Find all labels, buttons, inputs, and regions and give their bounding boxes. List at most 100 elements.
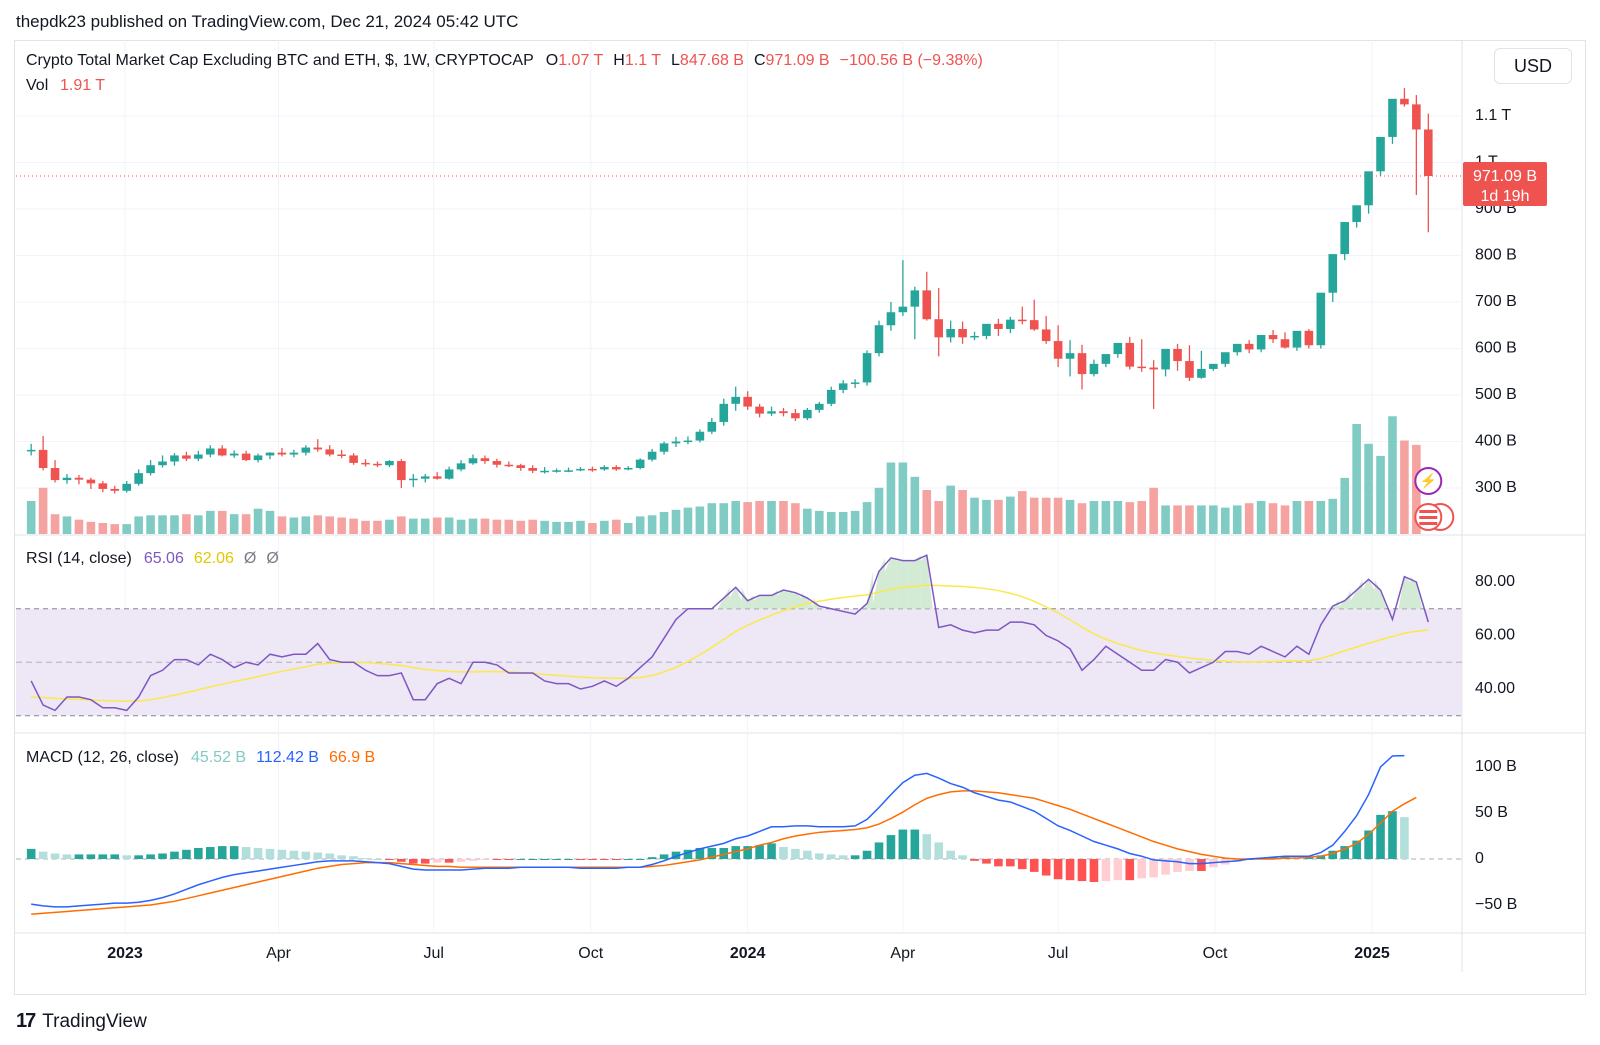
macd-histogram-bar bbox=[26, 848, 36, 859]
price-tick-label: 800 B bbox=[1475, 247, 1517, 264]
candle-body bbox=[623, 468, 633, 470]
rsi-overbought-fill bbox=[884, 557, 897, 609]
candle-body bbox=[397, 461, 406, 481]
macd-histogram-bar bbox=[1352, 840, 1361, 859]
candle-body bbox=[26, 449, 36, 452]
volume-bar bbox=[86, 521, 96, 534]
macd-histogram-bar bbox=[552, 859, 561, 860]
candle-body bbox=[385, 461, 394, 466]
macd-histogram-bar bbox=[62, 854, 72, 859]
currency-button[interactable]: USD bbox=[1494, 48, 1572, 84]
macd-histogram-bar bbox=[743, 846, 752, 859]
volume-bar bbox=[373, 520, 382, 534]
macd-histogram-bar bbox=[432, 859, 442, 863]
macd-histogram-bar bbox=[74, 854, 84, 859]
macd-histogram-bar bbox=[1101, 859, 1111, 882]
macd-histogram-bar bbox=[1089, 859, 1099, 882]
candle-body bbox=[719, 403, 729, 422]
volume-bar bbox=[1400, 440, 1409, 534]
candle-body bbox=[1197, 368, 1206, 378]
macd-histogram-bar bbox=[791, 848, 800, 859]
macd-histogram-bar bbox=[898, 829, 908, 859]
volume-bar bbox=[1173, 505, 1182, 534]
volume-bar bbox=[456, 519, 466, 534]
candle-body bbox=[74, 477, 84, 480]
macd-histogram-bar bbox=[707, 847, 717, 859]
candle-body bbox=[205, 448, 215, 455]
macd-histogram-bar bbox=[576, 859, 585, 860]
candle-body bbox=[1220, 352, 1230, 364]
volume-bar bbox=[420, 518, 430, 534]
time-tick-label: Jul bbox=[1048, 945, 1068, 962]
volume-bar bbox=[576, 520, 585, 534]
candle-body bbox=[874, 325, 884, 354]
macd-histogram-bar bbox=[767, 843, 776, 859]
volume-bar bbox=[62, 516, 72, 534]
candle-body bbox=[170, 455, 179, 462]
volume-bar bbox=[600, 520, 609, 534]
volume-bar bbox=[349, 518, 358, 534]
candle-body bbox=[313, 447, 323, 450]
macd-histogram-bar bbox=[361, 858, 370, 860]
candle-body bbox=[1161, 348, 1170, 370]
volume-bar bbox=[480, 518, 490, 534]
rsi-tick-label: 80.00 bbox=[1475, 573, 1515, 590]
candle-body bbox=[1232, 343, 1242, 353]
volume-bar bbox=[1053, 497, 1063, 534]
candle-body bbox=[1125, 342, 1135, 367]
price-tick-label: 1.1 T bbox=[1475, 107, 1511, 124]
macd-histogram-bar bbox=[814, 853, 824, 859]
rsi-overbought-fill bbox=[873, 557, 885, 609]
candle-body bbox=[1244, 343, 1254, 350]
high-key: H bbox=[613, 52, 625, 69]
candle-body bbox=[229, 453, 239, 456]
macd-histogram-bar bbox=[946, 850, 955, 859]
volume-bar bbox=[134, 516, 143, 534]
macd-histogram-bar bbox=[456, 859, 466, 862]
rsi-overbought-fill bbox=[861, 571, 874, 609]
macd-histogram-bar bbox=[385, 859, 394, 860]
volume-bar bbox=[779, 501, 788, 534]
candle-body bbox=[468, 458, 478, 464]
volume-bar bbox=[182, 514, 191, 534]
candle-body bbox=[946, 328, 955, 338]
candle-body bbox=[791, 413, 800, 419]
macd-histogram-bar bbox=[1137, 859, 1147, 879]
rsi-tick-label: 60.00 bbox=[1475, 627, 1515, 644]
volume-bar bbox=[1220, 507, 1230, 534]
candle-body bbox=[62, 477, 72, 481]
volume-bar bbox=[922, 490, 932, 534]
candle-body bbox=[1101, 354, 1111, 364]
rsi-overbought-fill bbox=[1362, 579, 1375, 609]
candle-body bbox=[1077, 353, 1087, 375]
volume-bar bbox=[492, 519, 502, 534]
macd-histogram-bar bbox=[922, 834, 932, 859]
candle-body bbox=[767, 411, 776, 414]
volume-bar bbox=[504, 519, 514, 534]
macd-histogram-bar bbox=[1125, 859, 1135, 881]
candle-body bbox=[755, 406, 764, 414]
tradingview-footer[interactable]: 17 TradingView bbox=[16, 1010, 147, 1033]
macd-histogram-bar bbox=[755, 845, 764, 859]
macd-histogram-bar bbox=[1077, 859, 1087, 882]
candle-body bbox=[1053, 341, 1063, 359]
candle-body bbox=[1292, 330, 1302, 348]
volume-bar bbox=[337, 517, 346, 534]
volume-bar bbox=[791, 503, 800, 534]
rsi-value: 65.06 bbox=[144, 550, 184, 567]
candle-body bbox=[838, 383, 848, 390]
volume-bar bbox=[38, 487, 48, 534]
volume-bar bbox=[265, 510, 275, 534]
macd-title: MACD (12, 26, close) bbox=[26, 749, 179, 766]
macd-hist-value: 45.52 B bbox=[191, 749, 246, 766]
macd-histogram-bar bbox=[874, 842, 884, 859]
volume-bar bbox=[170, 515, 179, 534]
candle-body bbox=[779, 411, 788, 414]
candle-body bbox=[1029, 320, 1039, 330]
macd-histogram-bar bbox=[492, 859, 502, 860]
macd-histogram-bar bbox=[719, 847, 729, 859]
macd-histogram-bar bbox=[994, 859, 1003, 867]
rsi-overbought-fill bbox=[1398, 576, 1411, 609]
volume-bar bbox=[1041, 497, 1051, 534]
